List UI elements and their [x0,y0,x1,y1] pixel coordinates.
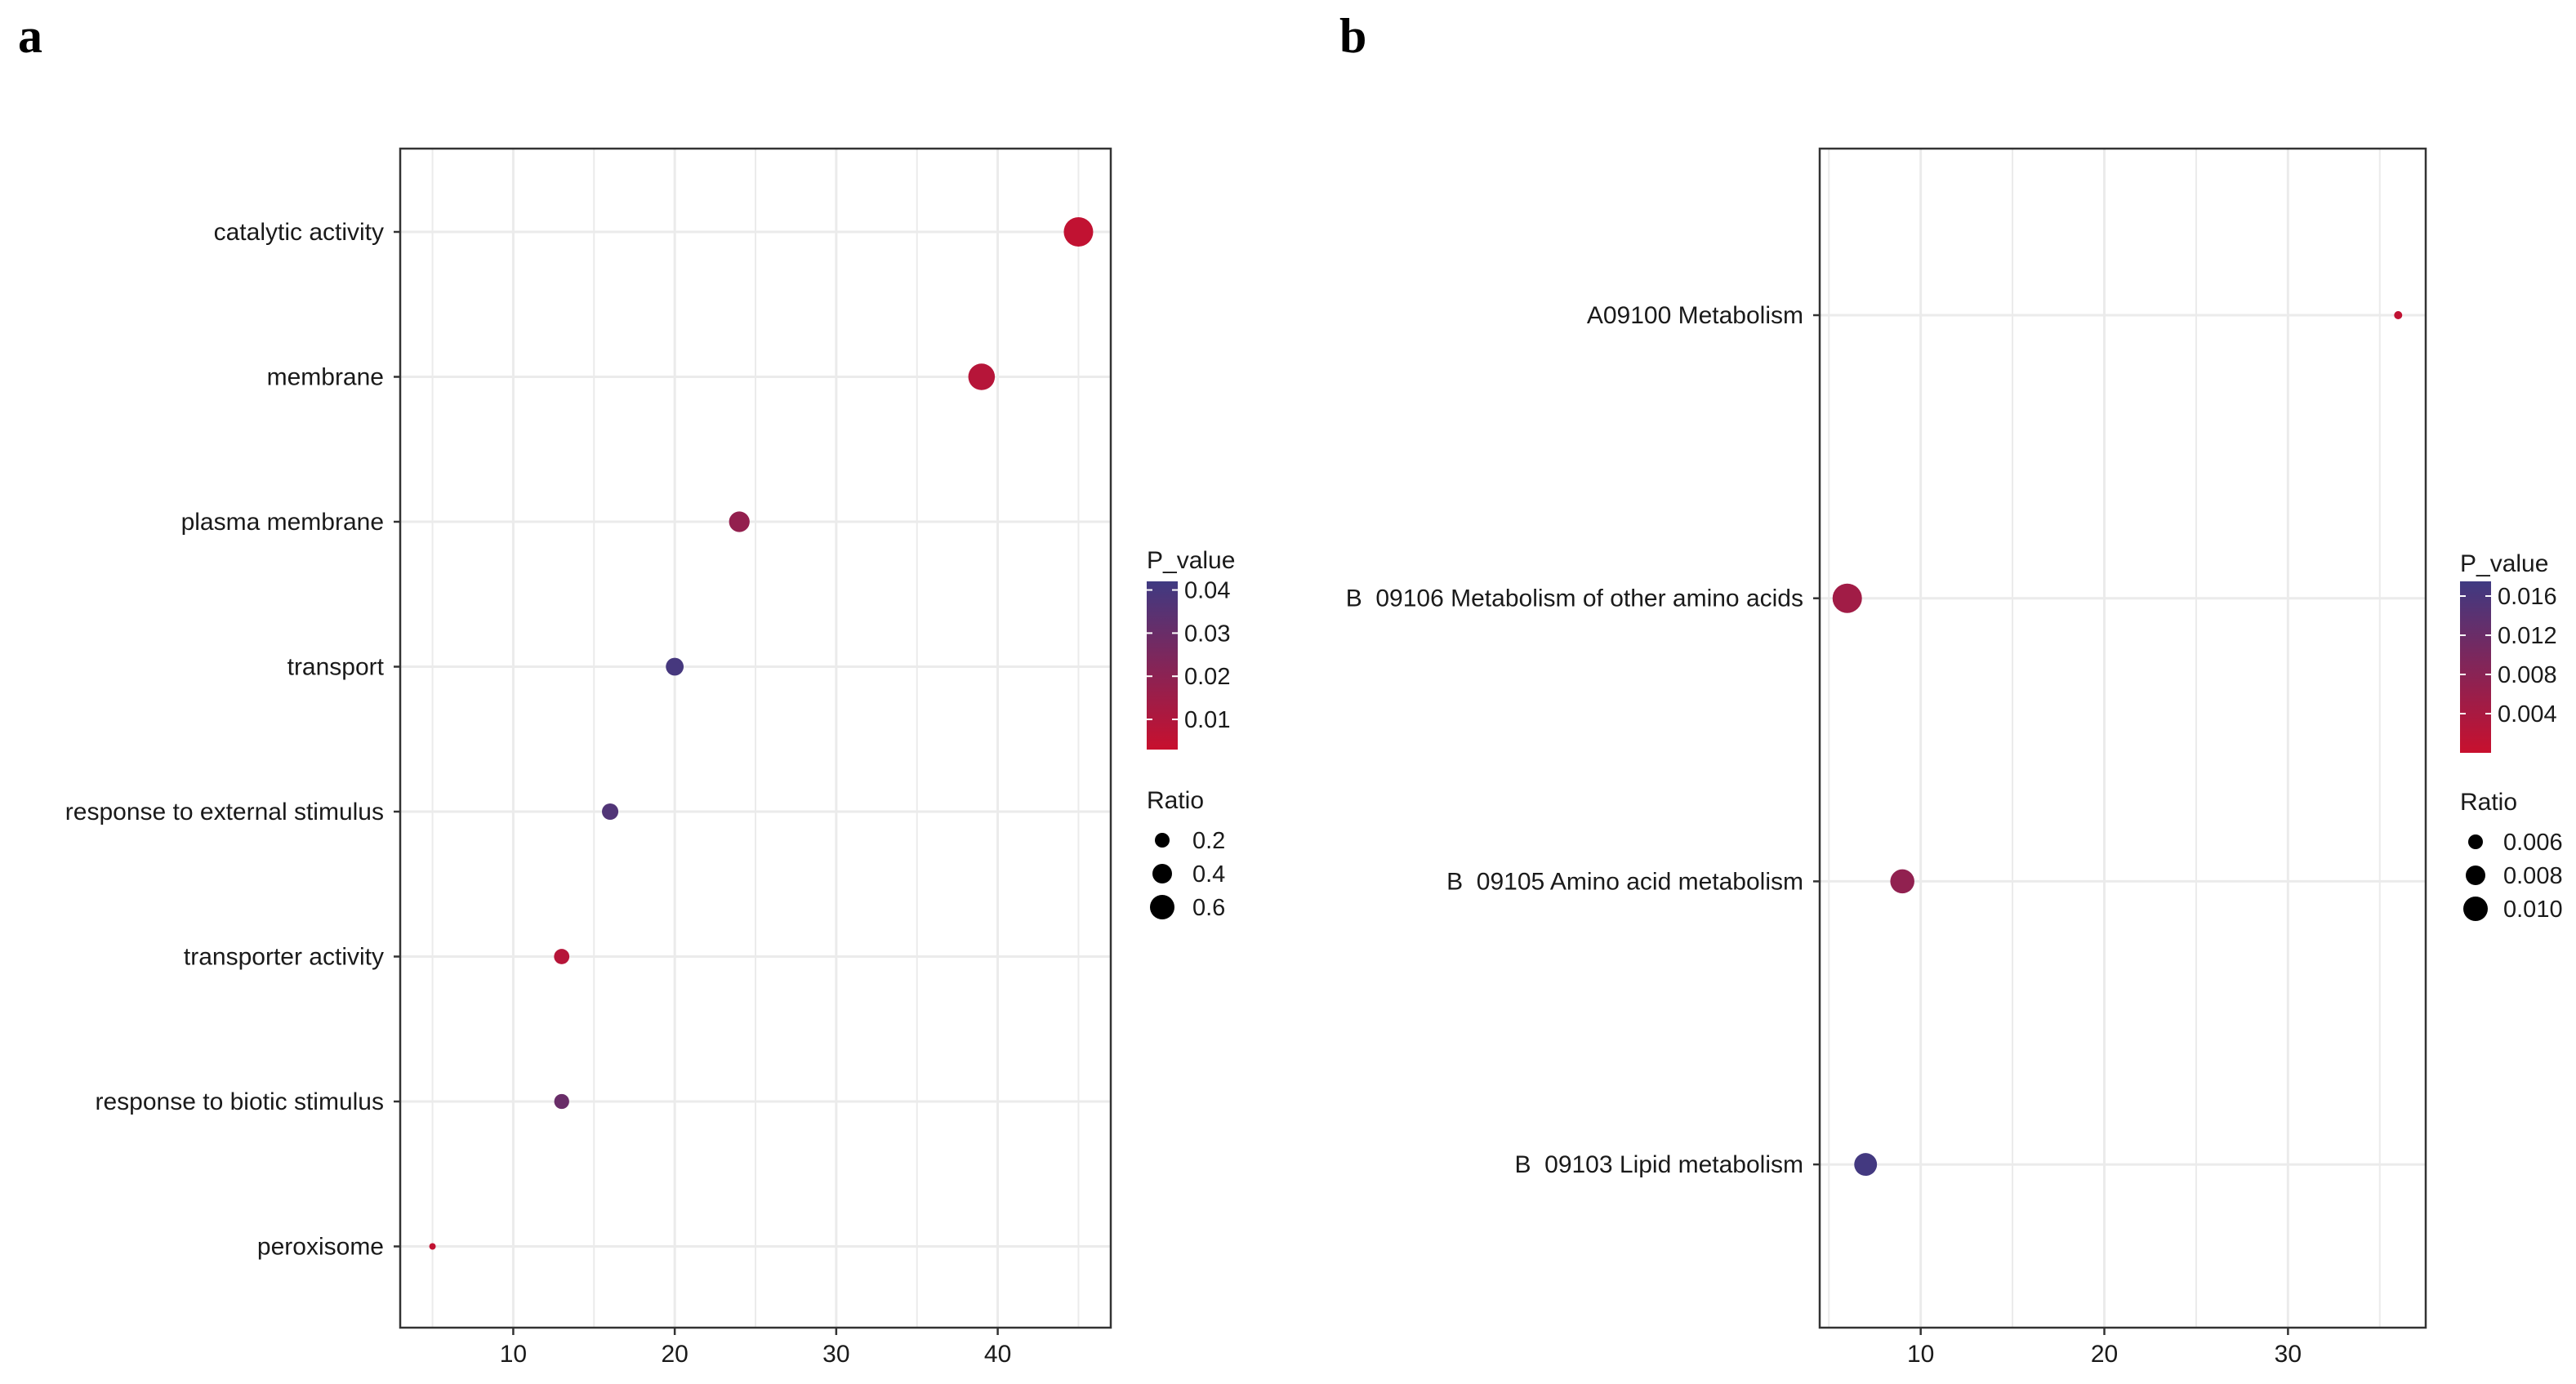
color-legend-title-a: P_value [1147,547,1235,574]
category-label-a: peroxisome [257,1234,384,1261]
chart-panel-b: A09100 Metabolism B 09106 Metabolism of o… [1346,147,2563,1368]
data-point-b [1854,1153,1878,1177]
category-label-b: A09100 Metabolism [1587,302,1803,329]
size-legend-title-a: Ratio [1147,787,1204,814]
category-label-a: response to biotic stimulus [96,1088,385,1115]
data-point-a [729,511,750,532]
x-tick-label-b: 30 [2275,1341,2302,1368]
size-legend-label-a: 0.6 [1192,895,1225,921]
category-label-a: transporter activity [184,944,384,971]
color-legend-label-a: 0.03 [1184,621,1230,647]
size-legend-label-b: 0.006 [2503,830,2563,856]
data-point-b [1890,869,1914,894]
data-point-a [1063,217,1094,247]
data-point-a [602,803,619,821]
panel-letter-a: a [18,9,42,63]
category-label-a: transport [287,654,385,681]
color-legend-label-b: 0.016 [2498,584,2557,610]
data-point-a [429,1243,436,1250]
x-tick-label-a: 20 [661,1341,688,1368]
panel-letter-b: b [1339,9,1366,63]
size-legend-dot-a [1155,833,1170,848]
size-legend-label-a: 0.4 [1192,861,1225,888]
category-label-a: membrane [267,364,384,391]
size-legend-title-b: Ratio [2460,789,2517,816]
size-legend-label-a: 0.2 [1192,828,1225,854]
color-legend-label-a: 0.01 [1184,707,1230,733]
size-legend-label-b: 0.008 [2503,863,2563,889]
category-label-b: B 09103 Lipid metabolism [1514,1151,1803,1178]
size-legend-dot-a [1152,864,1172,883]
color-bar-a [1147,581,1178,750]
data-point-a [968,363,996,390]
data-point-a [666,657,684,676]
x-tick-label-b: 20 [2091,1341,2118,1368]
data-point-b [1832,583,1862,613]
x-tick-label-a: 30 [822,1341,849,1368]
x-tick-label-a: 10 [500,1341,527,1368]
category-label-b: B 09105 Amino acid metabolism [1446,868,1803,895]
size-legend-dot-b [2466,866,2485,885]
category-label-a: catalytic activity [214,219,384,246]
color-legend-label-a: 0.02 [1184,664,1230,690]
size-legend-label-b: 0.010 [2503,897,2563,923]
size-legend-dot-b [2468,834,2483,849]
data-point-a [554,1093,569,1110]
plot-border-a [399,147,1112,1329]
size-legend-dot-a [1150,895,1174,919]
category-label-b: B 09106 Metabolism of other amino acids [1346,585,1803,612]
color-legend-label-a: 0.04 [1184,578,1230,604]
size-legend-dot-b [2463,897,2488,921]
chart-panel-a: catalytic activity membrane plasma membran… [65,147,1235,1368]
color-legend-title-b: P_value [2460,550,2548,577]
data-point-a [554,949,570,964]
color-legend-label-b: 0.008 [2498,662,2557,688]
plot-border-b [1818,147,2427,1329]
color-bar-b [2460,581,2491,753]
data-point-b [2394,311,2403,319]
color-legend-label-b: 0.012 [2498,623,2557,649]
category-label-a: plasma membrane [181,509,384,536]
x-tick-label-b: 10 [1907,1341,1934,1368]
color-legend-label-b: 0.004 [2498,701,2557,728]
category-label-a: response to external stimulus [65,799,384,826]
x-tick-label-a: 40 [984,1341,1011,1368]
